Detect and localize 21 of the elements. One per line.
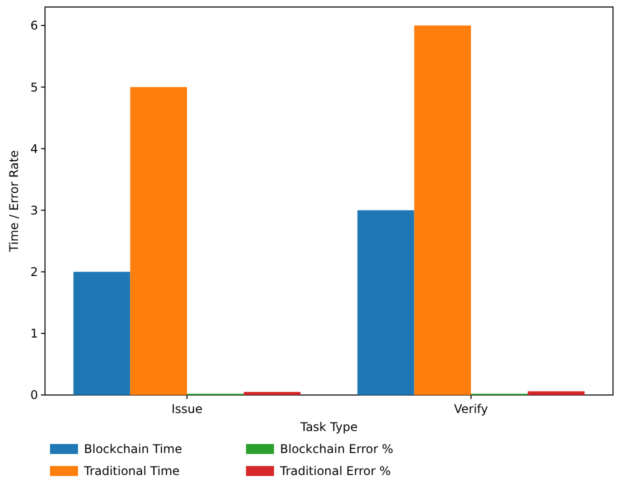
y-tick-label: 2 (30, 265, 38, 280)
x-tick-label: Issue (171, 402, 203, 416)
y-tick-label: 6 (30, 18, 38, 33)
bar (528, 391, 585, 395)
legend-label: Traditional Error % (279, 464, 391, 478)
x-axis-title: Task Type (299, 420, 358, 434)
bar (130, 87, 187, 395)
bar (414, 25, 471, 395)
bar (357, 210, 414, 395)
bar (244, 392, 301, 395)
y-tick-label: 0 (30, 388, 38, 402)
legend-label: Traditional Time (83, 464, 180, 478)
y-tick-label: 5 (30, 80, 38, 94)
y-tick-label: 4 (30, 142, 38, 156)
legend-label: Blockchain Error % (280, 442, 394, 456)
y-tick-label: 1 (30, 326, 38, 341)
legend-label: Blockchain Time (84, 442, 182, 456)
y-axis-title: Time / Error Rate (7, 150, 21, 253)
bar (73, 272, 130, 395)
x-tick-label: Verify (454, 402, 488, 416)
y-tick-label: 3 (30, 203, 38, 218)
